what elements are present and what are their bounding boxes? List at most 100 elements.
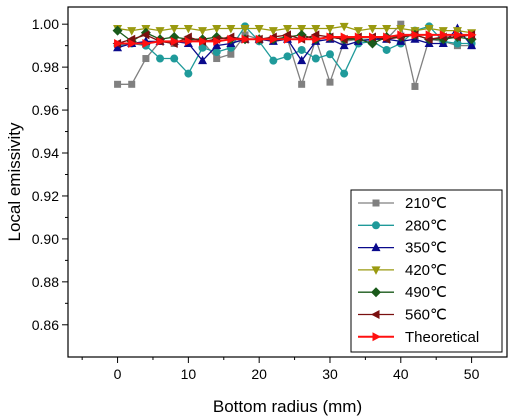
legend-label: 490℃	[405, 284, 447, 301]
x-axis: 0 10 20 30 40 50	[81, 357, 480, 382]
data-point	[453, 39, 462, 48]
data-point	[226, 24, 236, 34]
data-point	[283, 52, 292, 61]
data-point	[212, 24, 222, 34]
data-point	[311, 24, 321, 34]
data-point	[298, 80, 306, 88]
data-point	[339, 40, 349, 50]
data-point	[438, 27, 448, 36]
data-point	[183, 24, 193, 34]
legend-marker	[372, 332, 381, 342]
data-point	[268, 27, 278, 36]
data-point	[284, 34, 293, 44]
data-point	[128, 39, 137, 49]
data-point	[396, 24, 406, 34]
data-point	[297, 24, 307, 34]
data-point	[424, 24, 434, 34]
y-tick-label: 0.94	[32, 145, 59, 161]
y-axis: 0.86 0.88 0.90 0.92 0.94 0.96 0.98 1.00	[32, 16, 68, 333]
data-point	[213, 55, 221, 63]
data-point	[282, 30, 291, 40]
data-point	[382, 45, 391, 54]
data-point	[467, 40, 477, 50]
data-point	[326, 32, 335, 42]
data-point	[127, 27, 137, 36]
data-point	[126, 34, 136, 44]
data-point	[353, 27, 363, 36]
data-point	[155, 27, 165, 36]
data-point	[212, 48, 221, 57]
x-axis-title: Bottom radius (mm)	[213, 397, 362, 416]
data-point	[283, 24, 292, 34]
x-tick-label: 30	[322, 366, 338, 382]
data-point	[367, 24, 377, 34]
data-point	[212, 40, 222, 50]
data-point	[297, 55, 307, 65]
data-point	[340, 69, 349, 78]
y-axis-title: Local emissivity	[5, 122, 24, 242]
legend: 210℃ 280℃ 350℃ 420℃ 490℃ 560℃ Theoretical	[350, 189, 503, 353]
data-point	[468, 30, 477, 40]
data-point	[156, 36, 166, 46]
series-layer	[112, 20, 477, 90]
y-tick-label: 0.98	[32, 59, 59, 75]
legend-marker	[371, 266, 381, 275]
data-point	[397, 30, 406, 40]
y-tick-label: 0.86	[32, 317, 59, 333]
data-point	[198, 55, 208, 65]
data-point	[425, 30, 435, 40]
legend-label: 350℃	[405, 240, 447, 257]
data-point	[254, 24, 264, 34]
legend-label: 420℃	[405, 262, 447, 279]
data-point	[439, 30, 449, 40]
data-point	[397, 20, 405, 28]
data-point	[310, 30, 320, 40]
data-point	[170, 36, 180, 46]
x-tick-label: 0	[114, 366, 122, 382]
data-point	[227, 34, 236, 44]
legend-label: 560℃	[405, 307, 447, 324]
data-point	[453, 30, 463, 40]
data-point	[184, 36, 194, 46]
data-point	[114, 39, 123, 49]
data-point	[340, 32, 350, 42]
series-3	[113, 22, 477, 38]
data-point	[113, 42, 123, 52]
data-point	[383, 32, 392, 42]
data-point	[184, 69, 193, 78]
data-point	[240, 24, 250, 34]
data-point	[199, 36, 208, 46]
legend-label: Theoretical	[405, 329, 479, 346]
data-point	[198, 43, 207, 52]
data-point	[297, 45, 306, 54]
data-point	[112, 25, 123, 36]
data-point	[142, 39, 151, 49]
y-tick-label: 0.90	[32, 231, 59, 247]
series-6	[114, 30, 477, 49]
x-tick-label: 10	[181, 366, 197, 382]
x-tick-label: 20	[251, 366, 267, 382]
legend-marker	[371, 287, 381, 298]
data-point	[326, 78, 334, 86]
data-point	[227, 50, 235, 58]
legend-marker	[372, 199, 380, 207]
data-point	[213, 36, 222, 46]
data-point	[170, 54, 179, 63]
data-point	[354, 32, 364, 42]
data-point	[255, 34, 265, 44]
data-point	[183, 32, 192, 42]
data-point	[411, 30, 420, 40]
legend-marker	[371, 310, 380, 319]
data-point	[452, 27, 462, 36]
legend-marker	[372, 221, 380, 230]
x-tick-label: 40	[393, 366, 409, 382]
data-point	[311, 54, 320, 63]
data-point	[241, 34, 251, 44]
data-point	[424, 34, 433, 44]
data-point	[140, 30, 150, 40]
y-tick-label: 1.00	[32, 16, 59, 32]
data-point	[411, 82, 419, 90]
data-point	[325, 24, 335, 34]
data-point	[128, 80, 136, 88]
